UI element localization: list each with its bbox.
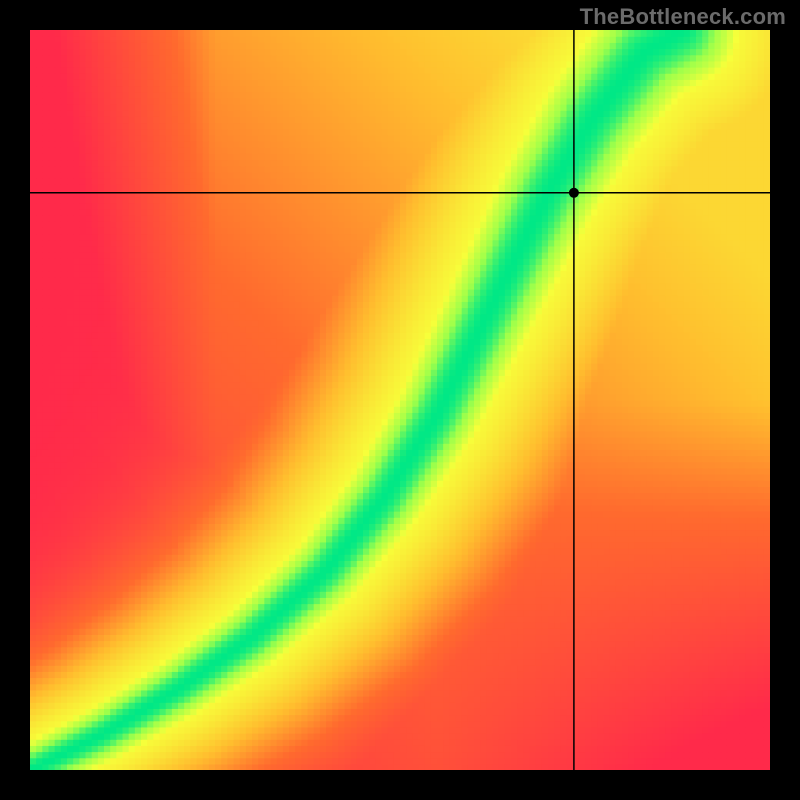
chart-container: TheBottleneck.com — [0, 0, 800, 800]
watermark-text: TheBottleneck.com — [580, 4, 786, 30]
bottleneck-heatmap — [30, 30, 770, 770]
heatmap-cells — [30, 30, 770, 770]
